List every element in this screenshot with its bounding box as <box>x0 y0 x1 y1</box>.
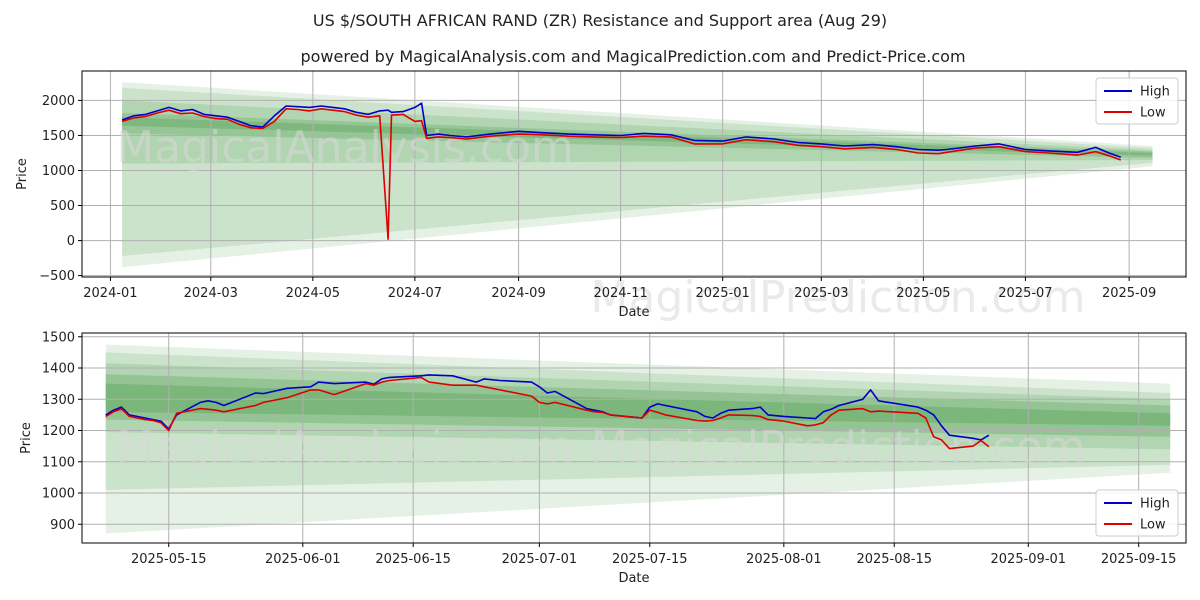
x-tick-label: 2025-06-01 <box>265 552 341 567</box>
x-tick-label: 2025-05 <box>896 286 950 301</box>
legend-label-high: High <box>1140 85 1170 100</box>
series-line-high <box>121 102 1122 158</box>
series-group <box>105 374 990 450</box>
top-panel: MagicalAnalysis.com MagicalPrediction.com… <box>15 70 1187 323</box>
x-tick-label: 2025-09 <box>1102 286 1156 301</box>
legend-label-low: Low <box>1140 106 1166 121</box>
x-tick-label: 2025-09-15 <box>1101 552 1177 567</box>
y-tick-label: 1000 <box>42 164 75 179</box>
watermark-text: MagicalPrediction.com <box>591 422 1086 473</box>
x-tick-label: 2025-07-01 <box>502 552 578 567</box>
x-tick-label: 2024-11 <box>593 286 647 301</box>
support-resistance-band <box>122 82 1153 268</box>
watermark-text: MagicalPrediction.com <box>591 272 1086 323</box>
grid <box>82 71 1186 277</box>
y-tick-label: 1500 <box>42 330 75 345</box>
x-tick-label: 2024-01 <box>83 286 137 301</box>
series-line-high <box>105 374 990 441</box>
y-tick-label: 1200 <box>42 424 75 439</box>
x-axis-label: Date <box>618 571 649 586</box>
x-tick-label: 2025-05-15 <box>131 552 207 567</box>
x-axis-label: Date <box>618 305 649 320</box>
legend: High Low <box>1095 489 1179 537</box>
support-resistance-band <box>105 374 1171 437</box>
x-tick-label: 2024-09 <box>491 286 545 301</box>
chart-title: US $/SOUTH AFRICAN RAND (ZR) Resistance … <box>313 11 887 30</box>
series-line-low <box>105 376 990 450</box>
legend-label-high: High <box>1140 497 1170 512</box>
legend-label-low: Low <box>1140 518 1166 533</box>
y-tick-label: 0 <box>67 234 75 249</box>
watermark-text: MagicalAnalysis.com <box>116 422 574 473</box>
band-group <box>105 344 1171 534</box>
x-tick-label: 2025-03 <box>794 286 848 301</box>
x-tick-label: 2025-08-01 <box>746 552 822 567</box>
y-tick-label: 500 <box>50 199 75 214</box>
x-tick-label: 2024-03 <box>184 286 238 301</box>
y-tick-label: 1400 <box>42 362 75 377</box>
y-tick-label: 1300 <box>42 393 75 408</box>
y-tick-label: 1100 <box>42 455 75 470</box>
support-resistance-band <box>105 344 1171 534</box>
y-axis-label: Price <box>19 422 34 454</box>
x-tick-label: 2025-07 <box>998 286 1052 301</box>
axes-frame <box>81 70 1187 278</box>
x-tick-label: 2025-06-15 <box>375 552 451 567</box>
bottom-panel: MagicalAnalysis.com MagicalPrediction.com… <box>19 330 1187 586</box>
series-line-low <box>121 108 1122 240</box>
x-tick-label: 2025-07-15 <box>612 552 688 567</box>
band-group <box>122 82 1153 268</box>
chart-subtitle: powered by MagicalAnalysis.com and Magic… <box>300 47 965 66</box>
x-tick-label: 2024-05 <box>286 286 340 301</box>
support-resistance-band <box>122 87 1153 256</box>
y-tick-label: 2000 <box>42 94 75 109</box>
y-tick-label: 1500 <box>42 129 75 144</box>
watermark-text: MagicalAnalysis.com <box>116 122 574 173</box>
y-tick-label: −500 <box>39 269 75 284</box>
y-tick-label: 1000 <box>42 487 75 502</box>
x-tick-label: 2024-07 <box>388 286 442 301</box>
x-tick-label: 2025-08-15 <box>856 552 932 567</box>
axes-frame <box>81 332 1187 544</box>
grid <box>82 333 1186 543</box>
legend: High Low <box>1095 77 1179 125</box>
series-group <box>121 102 1122 240</box>
y-axis-label: Price <box>15 158 30 190</box>
x-tick-label: 2025-01 <box>695 286 749 301</box>
support-resistance-band <box>105 383 1171 426</box>
support-resistance-band <box>105 352 1171 490</box>
x-tick-label: 2025-09-01 <box>991 552 1067 567</box>
y-tick-label: 900 <box>50 518 75 533</box>
